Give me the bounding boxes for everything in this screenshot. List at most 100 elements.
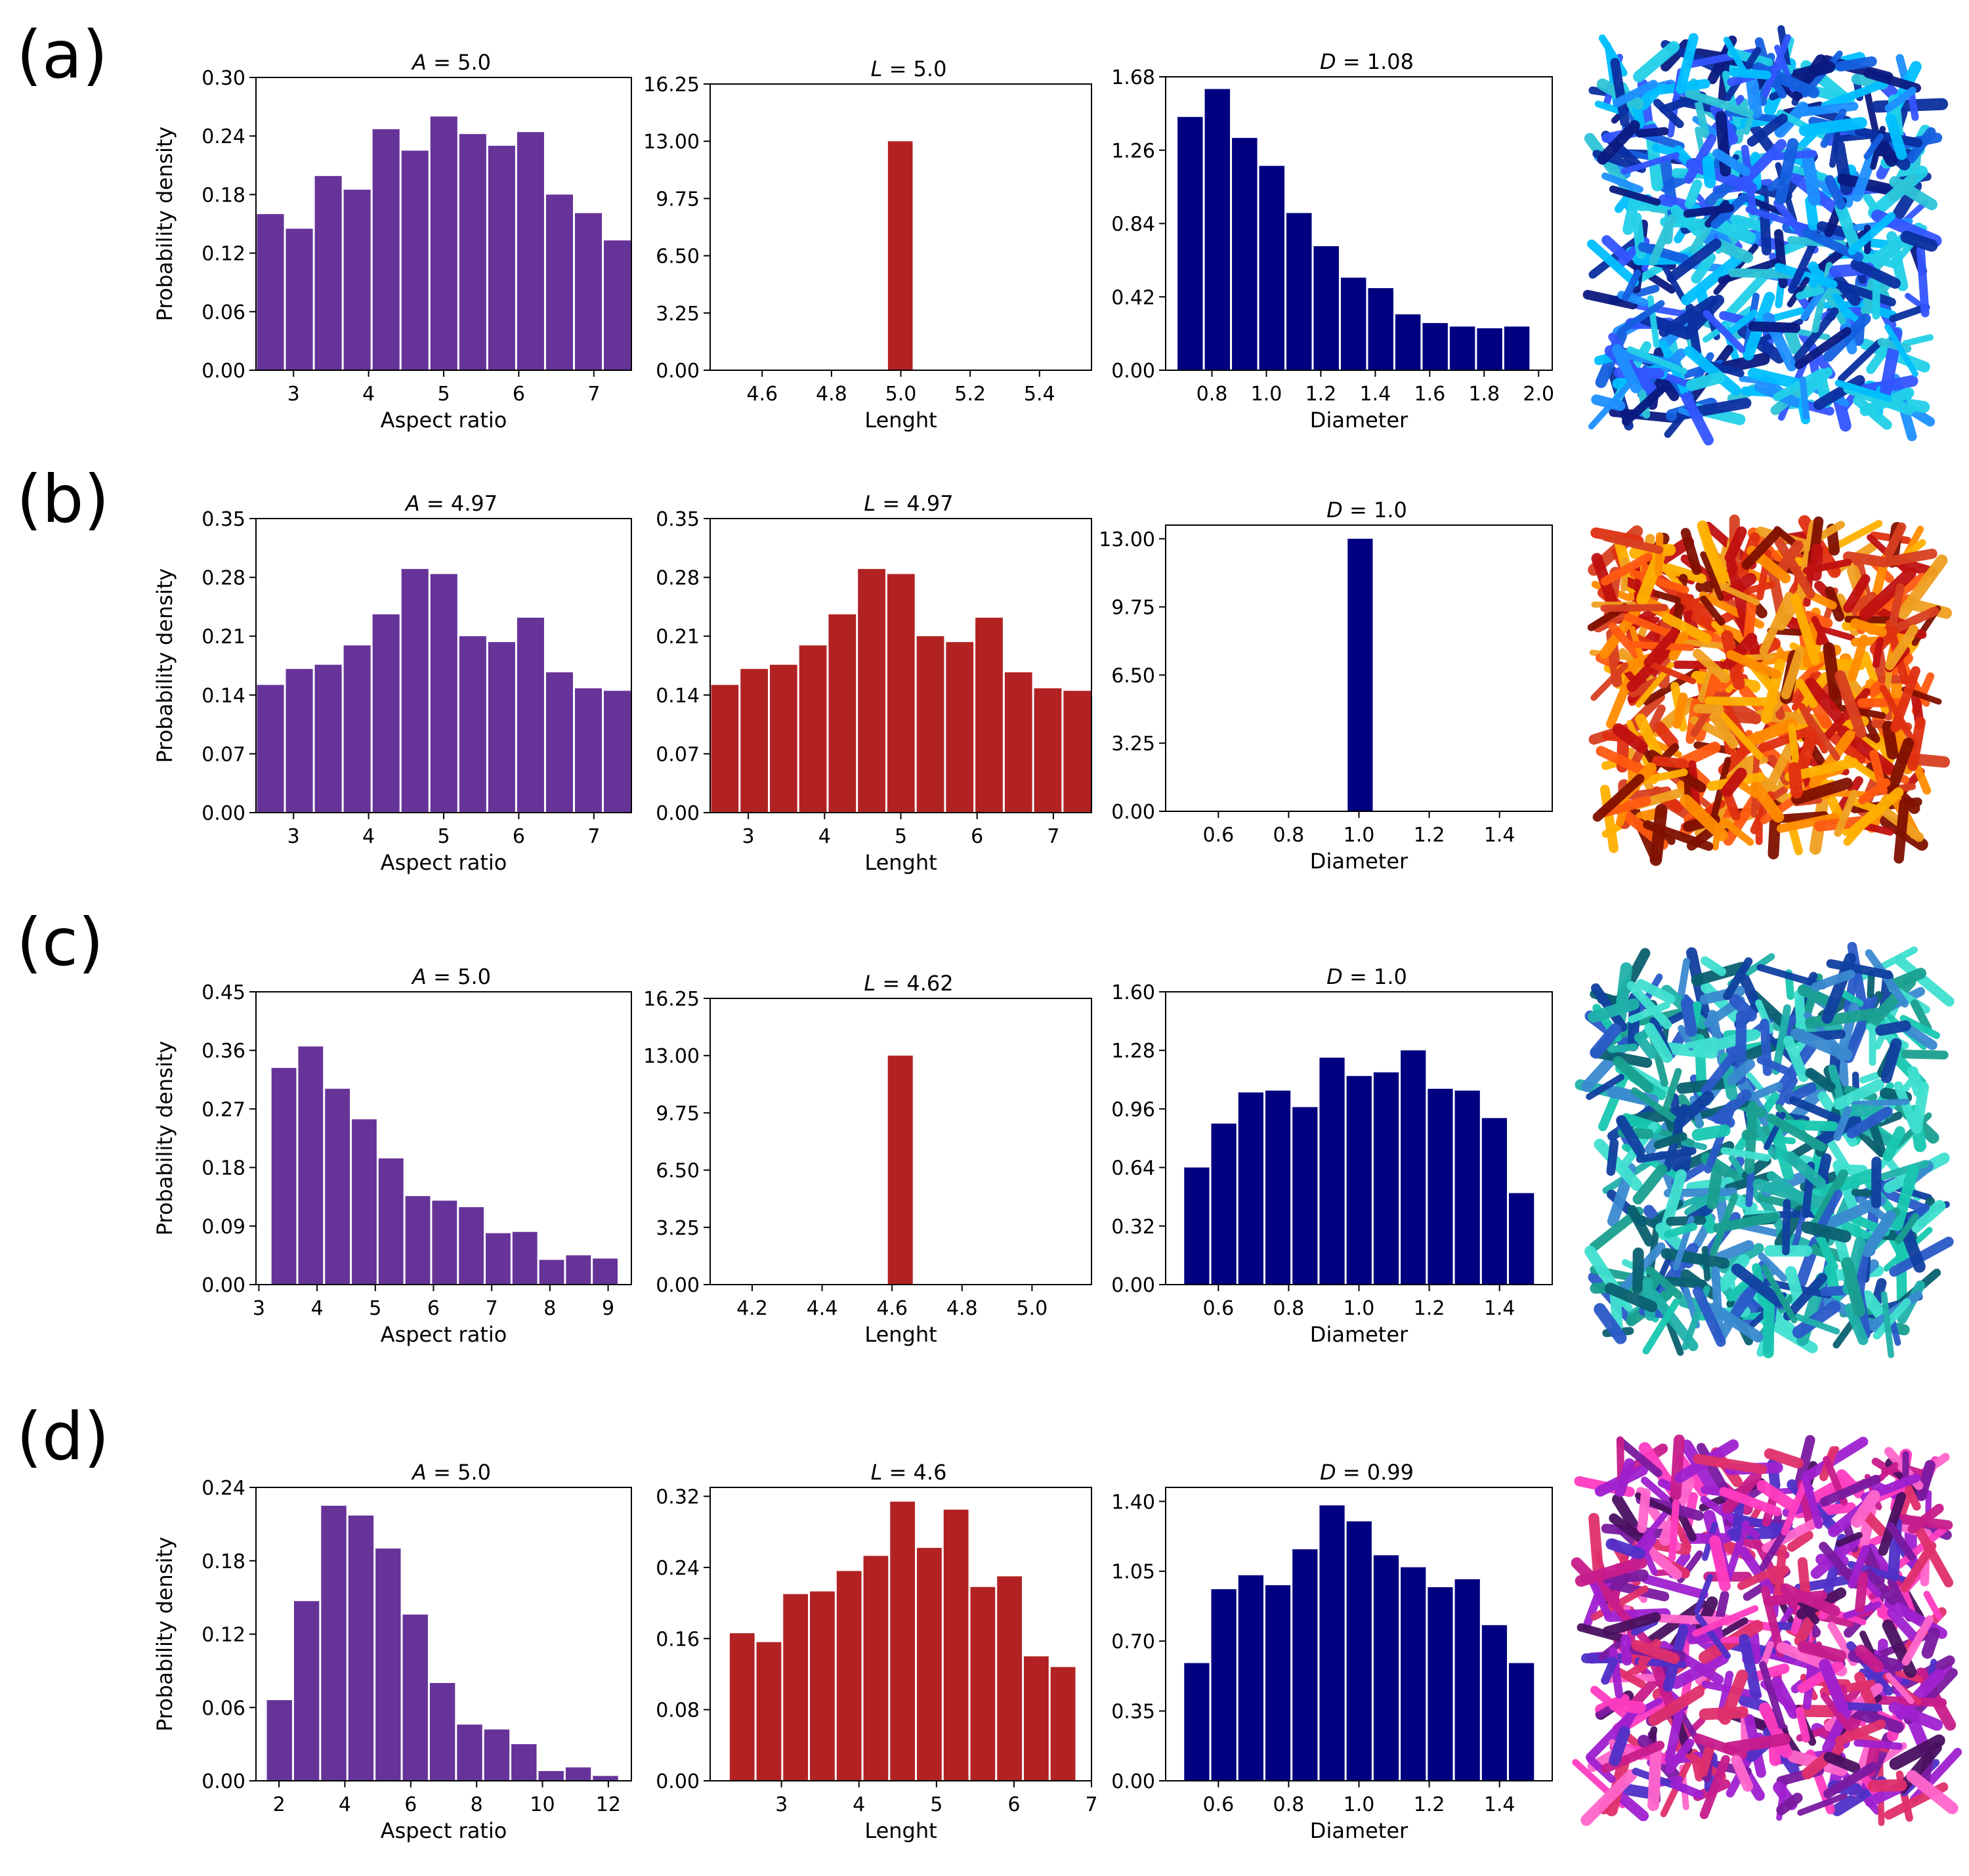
- rod: [1693, 704, 1724, 714]
- rod: [1582, 289, 1638, 310]
- chart-d: 0.00 3.25 6.50 9.75 13.00 0.6 0.8 1.0 1.2 1.4 Diam…: [1099, 498, 1553, 874]
- rod: [1895, 1525, 1947, 1569]
- x-axis-label: Lenght: [864, 850, 937, 875]
- rod: [1880, 1038, 1902, 1084]
- rod: [1647, 1653, 1675, 1709]
- rod: [1664, 1698, 1686, 1765]
- rod: [1647, 295, 1660, 349]
- rod: [1889, 583, 1905, 626]
- rod: [1599, 1578, 1670, 1602]
- y-tick-label: 0.08: [656, 1699, 700, 1722]
- bar: [1346, 1076, 1372, 1285]
- bar: [799, 645, 827, 813]
- bar: [1319, 1505, 1345, 1781]
- rod: [1802, 1436, 1869, 1482]
- rod: [1737, 1566, 1781, 1590]
- bar: [917, 1548, 942, 1781]
- rod: [1915, 1525, 1954, 1588]
- x-tick-label: 1.4: [1484, 1297, 1515, 1320]
- y-tick-label: 0.00: [656, 1274, 700, 1297]
- rod: [1703, 310, 1746, 353]
- rod: [1791, 777, 1853, 805]
- x-tick-label: 4.2: [736, 1297, 768, 1320]
- rod: [1714, 1240, 1754, 1263]
- rod: [1712, 1089, 1752, 1124]
- y-tick-label: 1.05: [1111, 1561, 1155, 1584]
- rod: [1779, 1583, 1840, 1617]
- rod: [1591, 394, 1626, 412]
- chart-title: L = 4.97: [864, 491, 953, 516]
- rod: [1846, 1106, 1893, 1139]
- rod: [1834, 789, 1858, 837]
- y-tick-label: 0.00: [1111, 360, 1155, 383]
- rod: [1921, 1627, 1940, 1659]
- bar: [293, 1601, 320, 1781]
- rod: [1655, 532, 1664, 577]
- bar: [429, 1683, 455, 1781]
- rod: [1588, 380, 1634, 430]
- rod: [1661, 372, 1689, 387]
- rod: [1664, 1223, 1697, 1239]
- bar: [401, 150, 429, 370]
- title-value: = 5.0: [882, 56, 946, 81]
- rod: [1790, 1027, 1853, 1061]
- rod: [1643, 628, 1680, 668]
- rod: [1594, 1138, 1643, 1191]
- rod: [1902, 334, 1934, 347]
- rod: [1588, 1575, 1612, 1619]
- x-tick-label: 5: [437, 825, 450, 848]
- rod: [1829, 269, 1861, 307]
- rod: [1762, 33, 1791, 97]
- rod: [1745, 206, 1809, 231]
- bar: [378, 1158, 404, 1285]
- bar: [257, 685, 284, 813]
- rod: [1834, 670, 1867, 738]
- rod: [1915, 1460, 1936, 1501]
- y-tick-label: 0.28: [656, 567, 700, 590]
- y-tick-label: 0.28: [201, 567, 245, 590]
- rod: [1615, 1458, 1635, 1497]
- rod: [1613, 79, 1658, 108]
- rod: [1738, 1546, 1775, 1594]
- rod: [1588, 1512, 1604, 1581]
- rod: [1731, 1755, 1754, 1792]
- rod: [1801, 1473, 1823, 1529]
- rod: [1849, 591, 1877, 613]
- rod: [1729, 68, 1771, 80]
- rod: [1854, 1672, 1878, 1712]
- rod: [1760, 1018, 1773, 1077]
- chart-title-text: A = 4.97: [404, 491, 498, 516]
- y-tick-label: 0.84: [1111, 213, 1155, 236]
- rod: [1833, 1078, 1885, 1110]
- title-symbol: L: [871, 56, 883, 81]
- rod: [1820, 1692, 1852, 1732]
- chart-title-text: L = 5.0: [871, 56, 947, 81]
- rod: [1588, 998, 1640, 1023]
- rod: [1719, 1487, 1782, 1516]
- y-tick-label: 1.68: [1111, 66, 1155, 89]
- chart-title: D = 1.0: [1326, 964, 1407, 989]
- rod: [1746, 77, 1762, 119]
- x-tick-label: 8: [471, 1793, 483, 1816]
- rod: [1773, 368, 1827, 402]
- bar: [1204, 89, 1231, 370]
- chart-a: 0.00 0.09 0.18 0.27 0.36 0.45 3 4 5 6 7 8 9 Aspect ra…: [152, 964, 632, 1347]
- chart-title: A = 5.0: [411, 1460, 491, 1485]
- x-tick-label: 9: [602, 1297, 614, 1320]
- rod: [1888, 1701, 1943, 1731]
- bar: [1063, 691, 1091, 813]
- rod: [1790, 307, 1839, 366]
- rod: [1862, 1210, 1896, 1258]
- bar: [457, 1724, 482, 1781]
- rod: [1869, 750, 1888, 796]
- rod: [1747, 114, 1789, 147]
- y-tick-label: 0.70: [1111, 1631, 1155, 1653]
- rod: [1889, 176, 1937, 211]
- bar: [1238, 1575, 1263, 1781]
- rod: [1749, 1631, 1761, 1665]
- bar: [1428, 1587, 1453, 1781]
- y-tick-label: 0.18: [201, 1157, 245, 1180]
- rod: [1626, 981, 1672, 1029]
- bar: [1509, 1193, 1535, 1285]
- rod: [1726, 1277, 1753, 1302]
